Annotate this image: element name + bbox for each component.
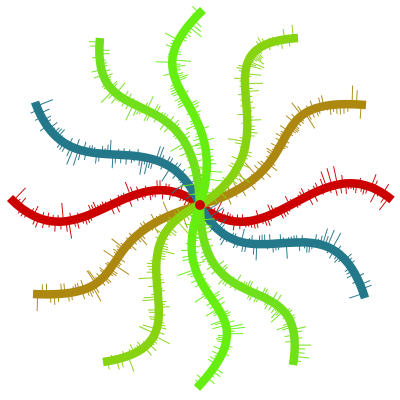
arms-group — [6, 5, 395, 391]
arm-teal-southeast — [196, 203, 372, 300]
arm-yellowgreen-south — [102, 201, 202, 372]
arm-olive-southwest-stroke — [32, 200, 202, 299]
arm-lime-north — [155, 5, 224, 207]
center-hub — [195, 200, 205, 210]
arm-lime-south-ticks — [177, 210, 246, 385]
arm-yellowgreen-northeast — [197, 24, 299, 209]
arm-yellowgreen-northeast-stroke — [197, 33, 299, 209]
arm-green-northwest-stroke — [95, 37, 205, 206]
arm-green-northwest — [88, 37, 205, 206]
arm-yellowgreen-south-ticks — [107, 203, 194, 372]
arm-green-northwest-ticks — [88, 41, 204, 196]
arm-lime-south — [177, 203, 246, 391]
arm-teal-southeast-ticks — [198, 203, 372, 299]
arm-lime-north-ticks — [155, 5, 224, 197]
arm-teal-southeast-stroke — [196, 203, 370, 300]
